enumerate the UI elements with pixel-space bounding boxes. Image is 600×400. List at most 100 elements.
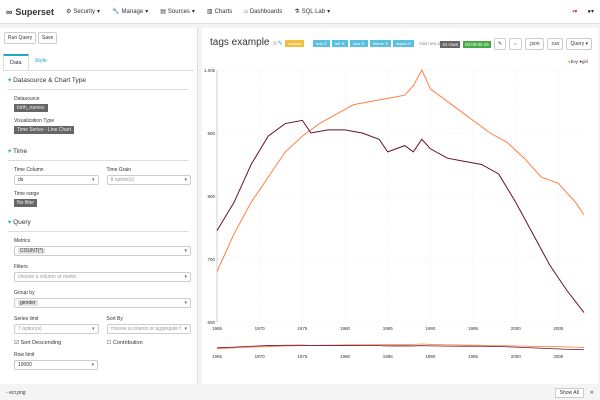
label: Query — [570, 41, 585, 47]
context-x-tick-label: 1995 — [468, 354, 479, 359]
add-tag-input[interactable]: Add new tag — [419, 41, 445, 46]
label: Datasource — [14, 96, 40, 102]
nav-sqllab[interactable]: ⚗ SQL Lab ▾ — [294, 8, 331, 16]
label: Time Column — [14, 167, 44, 173]
row-limit-select[interactable]: 10000 — [14, 360, 98, 370]
y-tick-label: 800 — [207, 194, 215, 199]
label: Time Grain — [106, 167, 132, 173]
placeholder: choose a column or metric — [18, 274, 77, 280]
json-button[interactable]: .json — [525, 38, 544, 50]
value: ds — [18, 177, 24, 183]
label: Row limit — [14, 352, 35, 358]
nav-security[interactable]: ⚙ Security ▾ — [65, 8, 101, 16]
user-icon[interactable]: ●▾ — [587, 9, 594, 15]
time-range-button[interactable]: No filter — [14, 199, 38, 207]
groupby-tag[interactable]: gender — [18, 300, 38, 306]
nav-label: Sources — [167, 8, 190, 15]
edit-button[interactable]: ✎ — [493, 38, 507, 50]
section-datasource[interactable]: Datasource & Chart Type — [8, 71, 189, 90]
close-icon[interactable]: ✕ — [589, 390, 594, 396]
groupby-select[interactable]: gender — [14, 298, 191, 308]
nav-label: Dashboards — [249, 8, 283, 15]
download-file[interactable]: ecr.png — [9, 390, 26, 396]
nav-dashboards[interactable]: ⌂ Dashboards — [244, 8, 283, 15]
time-grain-select[interactable]: 8 option(s) — [106, 175, 191, 185]
chart-title[interactable]: tags example — [210, 37, 270, 48]
sort-by-select[interactable]: choose a column or aggregate f — [106, 324, 191, 334]
y-tick-label: 600 — [207, 320, 215, 325]
brand-name: Superset — [15, 6, 54, 17]
datasource-select[interactable]: birth_names — [14, 104, 48, 112]
nav-manage[interactable]: 🔧 Manage ▾ — [112, 8, 149, 16]
legend-girl[interactable]: ●girl — [579, 59, 588, 64]
tag-label: theme — [372, 41, 384, 46]
x-tick-label: 1975 — [297, 326, 308, 331]
chart-panel: tags example ☆✎ cached test ✕ left ✕ new ✕… — [202, 28, 598, 384]
placeholder: 7 option(s) — [18, 326, 42, 332]
nav-sources[interactable]: ▤ Sources ▾ — [160, 8, 195, 16]
navbar: ∞ Superset ⚙ Security ▾ 🔧 Manage ▾ ▤ Sour… — [0, 0, 600, 24]
context-x-tick-label: 1970 — [255, 354, 266, 359]
save-button[interactable]: Save — [37, 32, 58, 44]
tag[interactable]: left ✕ — [332, 40, 348, 47]
logo-icon: ∞ — [6, 6, 13, 17]
section-query[interactable]: Query — [8, 213, 189, 232]
row-count-badge: 44 rows — [440, 40, 461, 48]
tab-data[interactable]: Data — [3, 54, 29, 70]
csv-button[interactable]: .csv — [546, 38, 564, 50]
star-icon[interactable]: ☆ — [272, 41, 278, 47]
link-button[interactable]: ⇔ — [509, 38, 523, 50]
series-line-girl — [216, 119, 585, 313]
legend-label: girl — [581, 59, 588, 64]
legend-boy[interactable]: ●boy — [568, 59, 578, 64]
nav-charts[interactable]: ▥ Charts — [206, 8, 233, 16]
metric-tag[interactable]: COUNT(*) — [18, 248, 46, 254]
x-tick-label: 1965 — [212, 326, 223, 331]
nav-label: Charts — [214, 8, 233, 15]
tag[interactable]: styled ✕ — [393, 40, 415, 47]
time-column-select[interactable]: ds — [14, 175, 99, 185]
label: Sort Descending — [20, 340, 62, 346]
nav-label: Security — [73, 8, 96, 15]
tag-label: left — [335, 41, 341, 46]
context-x-tick-label: 2000 — [511, 354, 522, 359]
label: Series limit — [14, 316, 39, 322]
show-all-button[interactable]: Show All — [554, 388, 584, 398]
line-chart: 1.00k90080070060019651965197019701975197… — [204, 68, 585, 359]
context-x-tick-label: 1985 — [383, 354, 394, 359]
label: Time range — [14, 191, 40, 197]
filters-select[interactable]: choose a column or metric — [14, 272, 191, 282]
tag[interactable]: theme ✕ — [369, 40, 392, 47]
tag[interactable]: test ✕ — [313, 40, 331, 47]
query-dropdown[interactable]: Query ▾ — [566, 38, 592, 50]
context-x-tick-label: 1980 — [340, 354, 351, 359]
edit-icon[interactable]: ✎ — [277, 41, 283, 47]
sort-descending-checkbox[interactable]: ☑ Sort Descending — [14, 340, 62, 346]
status-badge: cached — [285, 40, 305, 47]
x-tick-label: 2000 — [511, 326, 522, 331]
y-tick-label: 900 — [207, 131, 215, 136]
context-x-tick-label: 2005 — [553, 354, 564, 359]
x-tick-label: 1980 — [340, 326, 351, 331]
y-tick-label: 1.00k — [204, 68, 216, 73]
label: Filters — [14, 264, 28, 270]
tag-label: new — [352, 41, 361, 46]
file-icon: ▫ — [6, 390, 8, 396]
tag[interactable]: new ✕ — [349, 40, 368, 47]
series-line-boy — [216, 68, 585, 272]
metrics-select[interactable]: COUNT(*) — [14, 246, 191, 256]
tag-label: styled — [396, 41, 407, 46]
nav-label: Manage — [121, 8, 144, 15]
run-query-button[interactable]: Run Query — [4, 32, 37, 44]
series-limit-select[interactable]: 7 option(s) — [14, 324, 99, 334]
timer-badge: 00:00:00.25 — [463, 40, 491, 48]
section-time[interactable]: Time — [8, 142, 189, 161]
control-panel: Run Query Save Data Style Datasource & Ch… — [0, 28, 198, 384]
brand[interactable]: ∞ Superset — [6, 7, 54, 17]
tab-style[interactable]: Style — [34, 58, 47, 64]
flag-icon[interactable]: ▪▾ — [572, 9, 578, 15]
tag-label: test — [316, 41, 323, 46]
viz-type-select[interactable]: Time Series - Line Chart — [14, 126, 74, 134]
contribution-checkbox[interactable]: ☐ Contribution — [106, 340, 143, 346]
x-tick-label: 1985 — [383, 326, 394, 331]
